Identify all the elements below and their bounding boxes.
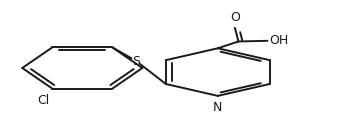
Text: Cl: Cl <box>38 94 50 107</box>
Text: OH: OH <box>269 34 288 47</box>
Text: O: O <box>230 11 240 24</box>
Text: N: N <box>213 101 223 114</box>
Text: S: S <box>132 55 140 68</box>
